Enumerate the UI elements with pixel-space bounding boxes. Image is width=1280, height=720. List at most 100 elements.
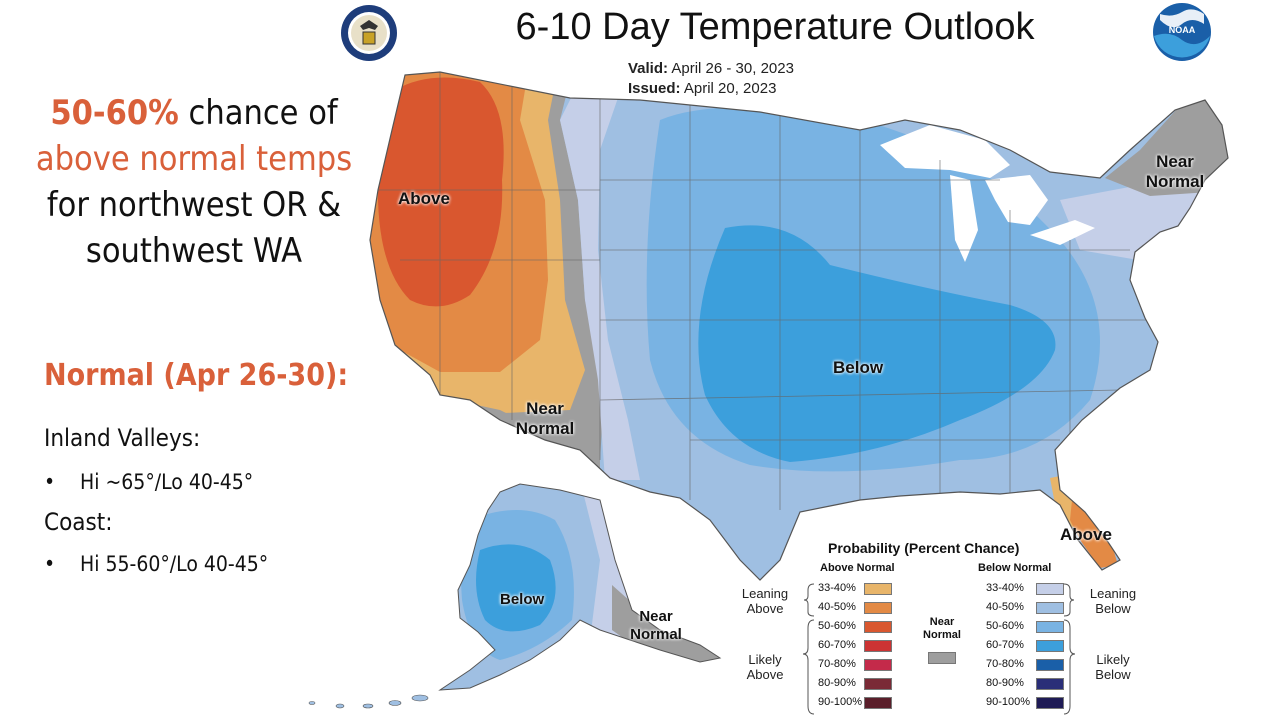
legend-above-swatch-4 — [864, 659, 892, 671]
legend-below-row-1: 40-50% — [986, 601, 1066, 615]
legend-below-label-0: 33-40% — [986, 582, 1024, 594]
legend-below-label-5: 80-90% — [986, 677, 1024, 689]
issued-value: April 20, 2023 — [683, 80, 777, 97]
legend-above-label-4: 70-80% — [818, 658, 856, 670]
normal-heading: Normal (Apr 26-30): — [44, 358, 349, 393]
coast-bullet: • — [44, 552, 56, 576]
legend-below-row-3: 60-70% — [986, 639, 1066, 653]
legend-below-header: Below Normal — [978, 562, 1052, 574]
legend-above-swatch-2 — [864, 621, 892, 633]
legend-below-swatch-3 — [1036, 640, 1064, 652]
label-above-west: Above — [398, 189, 450, 208]
headline: 50-60% chance of above normal temps for … — [24, 92, 364, 272]
legend-near-2: Normal — [923, 629, 961, 641]
legend-above-swatch-3 — [864, 640, 892, 652]
legend-near-normal-swatch — [928, 652, 956, 664]
legend-above-header: Above Normal — [820, 562, 895, 574]
label-near-normal-sw-line1: Near — [526, 399, 564, 418]
legend-above-label-0: 33-40% — [818, 582, 856, 594]
legend-above-swatch-1 — [864, 602, 892, 614]
legend-above-swatch-0 — [864, 583, 892, 595]
legend-below-row-6: 90-100% — [986, 696, 1066, 710]
legend-above-braces — [802, 583, 815, 715]
label-near-normal-ne-line1: Near — [1156, 152, 1194, 171]
legend-near-normal-label: Near Normal — [922, 616, 962, 642]
legend-above-row-1: 40-50% — [818, 601, 898, 615]
legend-below-swatch-4 — [1036, 659, 1064, 671]
legend-below-swatch-5 — [1036, 678, 1064, 690]
legend-above-row-0: 33-40% — [818, 582, 898, 596]
legend-below-swatch-0 — [1036, 583, 1064, 595]
page-title: 6-10 Day Temperature Outlook — [515, 6, 1035, 48]
legend-above-row-3: 60-70% — [818, 639, 898, 653]
legend-above-row-2: 50-60% — [818, 620, 898, 634]
valid-label: Valid: — [628, 60, 669, 77]
legend-above-label-6: 90-100% — [818, 696, 863, 708]
legend-likely-below-1: Likely — [1096, 652, 1130, 667]
legend-below-row-2: 50-60% — [986, 620, 1066, 634]
legend-likely-below: Likely Below — [1078, 652, 1148, 682]
legend-above-label-3: 60-70% — [818, 639, 856, 651]
legend-below-label-4: 70-80% — [986, 658, 1024, 670]
label-below-central: Below — [833, 358, 884, 377]
legend-above-row-5: 80-90% — [818, 677, 898, 691]
label-near-normal-ak-line2: Normal — [630, 626, 682, 643]
label-near-normal-sw-line2: Normal — [515, 419, 575, 438]
legend-above-label-2: 50-60% — [818, 620, 856, 632]
legend-leaning-below-2: Below — [1095, 601, 1131, 616]
legend-title: Probability (Percent Chance) — [828, 540, 1020, 556]
legend-below-row-5: 80-90% — [986, 677, 1066, 691]
label-below-alaska: Below — [500, 591, 545, 608]
legend-above-swatch-5 — [864, 678, 892, 690]
legend-above-row-6: 90-100% — [818, 696, 898, 710]
legend-below-row-4: 70-80% — [986, 658, 1066, 672]
legend-leaning-above: Leaning Above — [730, 586, 800, 616]
valid-value: April 26 - 30, 2023 — [671, 60, 794, 77]
label-near-normal-ne-line2: Normal — [1145, 172, 1205, 191]
legend-leaning-above-1: Leaning — [741, 586, 789, 601]
legend-below-label-3: 60-70% — [986, 639, 1024, 651]
legend-leaning-below: Leaning Below — [1078, 586, 1148, 616]
legend-above-row-4: 70-80% — [818, 658, 898, 672]
headline-percent: 50-60% — [50, 93, 179, 133]
legend-likely-above-2: Above — [746, 667, 784, 682]
inland-heading: Inland Valleys: — [44, 424, 201, 452]
legend-likely-above: Likely Above — [730, 652, 800, 682]
commerce-seal-logo — [340, 4, 398, 62]
legend-near-1: Near — [929, 616, 955, 628]
inland-value: Hi ~65°/Lo 40-45° — [80, 470, 254, 494]
label-near-normal-alaska: Near Normal — [624, 608, 688, 644]
legend-below-label-6: 90-100% — [986, 696, 1031, 708]
legend-below-swatch-2 — [1036, 621, 1064, 633]
headline-line-2: above normal temps — [35, 139, 353, 179]
legend-leaning-above-2: Above — [746, 601, 784, 616]
issued-label: Issued: — [628, 80, 681, 97]
legend: Probability (Percent Chance) Above Norma… — [728, 536, 1148, 718]
legend-above-label-1: 40-50% — [818, 601, 856, 613]
label-above-florida: Above — [1060, 525, 1112, 544]
legend-above-label-5: 80-90% — [818, 677, 856, 689]
noaa-logo-text: NOAA — [1169, 25, 1196, 35]
legend-below-braces — [1063, 583, 1076, 715]
legend-leaning-below-1: Leaning — [1089, 586, 1137, 601]
issued-line: Issued: April 20, 2023 — [628, 80, 776, 97]
legend-below-swatch-6 — [1036, 697, 1064, 709]
legend-above-swatch-6 — [864, 697, 892, 709]
label-near-normal-southwest: Near Normal — [508, 399, 582, 439]
headline-line-1: chance of — [188, 93, 338, 133]
headline-line-3: for northwest OR & — [46, 185, 342, 225]
coast-value: Hi 55-60°/Lo 40-45° — [80, 552, 269, 576]
legend-likely-below-2: Below — [1095, 667, 1131, 682]
headline-line-4: southwest WA — [85, 231, 303, 271]
legend-below-swatch-1 — [1036, 602, 1064, 614]
legend-below-label-1: 40-50% — [986, 601, 1024, 613]
label-near-normal-northeast: Near Normal — [1138, 152, 1212, 192]
valid-line: Valid: April 26 - 30, 2023 — [628, 60, 794, 77]
legend-likely-above-1: Likely — [748, 652, 782, 667]
legend-below-row-0: 33-40% — [986, 582, 1066, 596]
legend-below-label-2: 50-60% — [986, 620, 1024, 632]
noaa-logo: NOAA — [1152, 2, 1212, 62]
inland-bullet: • — [44, 470, 56, 494]
coast-heading: Coast: — [44, 508, 113, 536]
